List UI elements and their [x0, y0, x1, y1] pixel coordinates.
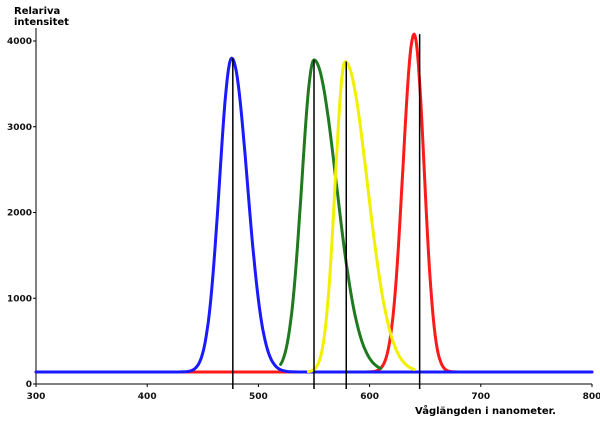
- y-axis-title: Relariva intensitet: [14, 6, 69, 28]
- x-axis-title: Våglängden i nanometer.: [415, 404, 556, 417]
- y-axis-title-line-1: Relariva: [14, 6, 60, 17]
- x-tick-label: 400: [138, 392, 157, 402]
- x-tick-label: 500: [249, 392, 268, 402]
- x-ticks: 300 400 500 600 700 800: [27, 384, 600, 402]
- y-tick-label: 1000: [7, 294, 32, 304]
- y-tick-label: 2000: [7, 209, 32, 219]
- y-axis-title-line-2: intensitet: [14, 17, 69, 28]
- x-tick-label: 600: [360, 392, 379, 402]
- y-tick-label: 4000: [7, 37, 32, 47]
- x-tick-label: 800: [583, 392, 600, 402]
- series-line: [279, 58, 383, 370]
- series-line: [306, 60, 416, 374]
- y-tick-label: 3000: [7, 123, 32, 133]
- x-tick-label: 700: [471, 392, 490, 402]
- marker-layer: [232, 34, 421, 389]
- y-ticks: 0 1000 2000 3000 4000: [7, 37, 36, 390]
- x-tick-label: 300: [27, 392, 46, 402]
- y-tick-label: 0: [26, 380, 32, 390]
